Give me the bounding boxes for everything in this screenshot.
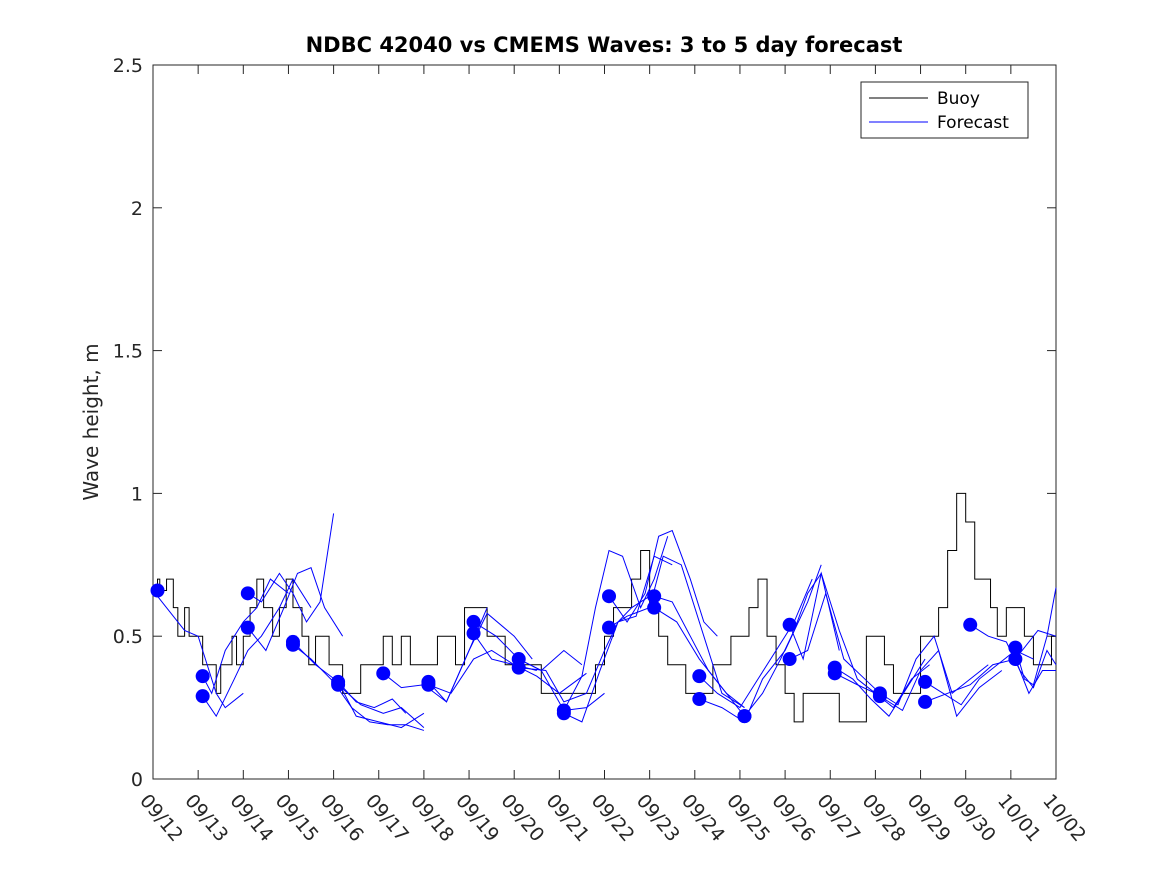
y-tick-label: 0.5 — [113, 626, 143, 648]
forecast-marker — [195, 689, 210, 704]
forecast-marker — [511, 660, 526, 675]
series-forecast-line-26 — [789, 591, 881, 694]
series-forecast-line-32 — [924, 629, 1057, 703]
forecast-marker — [647, 589, 662, 604]
marker-layer — [150, 583, 1023, 724]
forecast-marker — [963, 617, 978, 632]
forecast-marker — [827, 666, 842, 681]
series-forecast-line-15 — [518, 595, 650, 703]
forecast-marker — [421, 677, 436, 692]
forecast-marker — [376, 666, 391, 681]
forecast-marker — [918, 694, 933, 709]
series-forecast-line-0 — [152, 590, 244, 709]
series-forecast-line-6 — [292, 641, 425, 729]
series-forecast-line-23 — [699, 564, 822, 723]
series-forecast-line-8 — [337, 684, 425, 728]
forecast-marker — [872, 689, 887, 704]
legend-forecast-label: Forecast — [937, 113, 1009, 133]
forecast-marker — [602, 589, 617, 604]
series-forecast-line-4 — [247, 566, 344, 652]
series-forecast-line-16 — [563, 536, 669, 711]
series-forecast-line-2 — [202, 578, 312, 718]
legend-buoy-label: Buoy — [937, 89, 980, 109]
y-tick-label: 2 — [131, 198, 143, 220]
series-forecast-line-3 — [247, 513, 335, 623]
forecast-marker — [466, 626, 481, 641]
forecast-marker — [285, 637, 300, 652]
forecast-marker — [647, 600, 662, 615]
y-tick-label: 1.5 — [113, 341, 143, 363]
forecast-marker — [737, 709, 752, 724]
y-tick-label: 1 — [131, 483, 143, 505]
series-forecast-line-18 — [608, 529, 718, 637]
forecast-marker — [466, 614, 481, 629]
series-forecast-line-5 — [292, 644, 425, 731]
series-forecast-line-13 — [473, 633, 587, 694]
forecast-marker — [602, 620, 617, 635]
y-tick-label: 0 — [131, 769, 143, 791]
forecast-marker — [150, 583, 165, 598]
legend: Buoy Forecast — [860, 81, 1029, 139]
forecast-marker — [240, 586, 255, 601]
forecast-marker — [1008, 652, 1023, 667]
forecast-marker — [331, 677, 346, 692]
series-forecast-line-21 — [653, 607, 745, 717]
forecast-marker — [918, 674, 933, 689]
forecast-marker — [195, 669, 210, 684]
forecast-marker — [782, 617, 797, 632]
forecast-marker — [692, 669, 707, 684]
series-forecast-line-20 — [654, 595, 745, 708]
forecast-marker — [692, 692, 707, 707]
series-forecast-line-30 — [879, 649, 1003, 718]
y-axis-label: Wave height, m — [79, 343, 103, 500]
series-forecast-line-35 — [1014, 658, 1056, 695]
chart-title: NDBC 42040 vs CMEMS Waves: 3 to 5 day fo… — [306, 33, 903, 57]
forecast-marker — [556, 706, 571, 721]
forecast-marker — [240, 620, 255, 635]
forecast-marker — [782, 652, 797, 667]
series-forecast-line-1 — [202, 578, 289, 695]
series-forecast-line-27 — [834, 658, 926, 717]
series-forecast-line-29 — [879, 635, 989, 706]
legend-box — [860, 81, 1029, 139]
forecast-marker — [1008, 640, 1023, 655]
y-tick-label: 2.5 — [113, 55, 143, 77]
